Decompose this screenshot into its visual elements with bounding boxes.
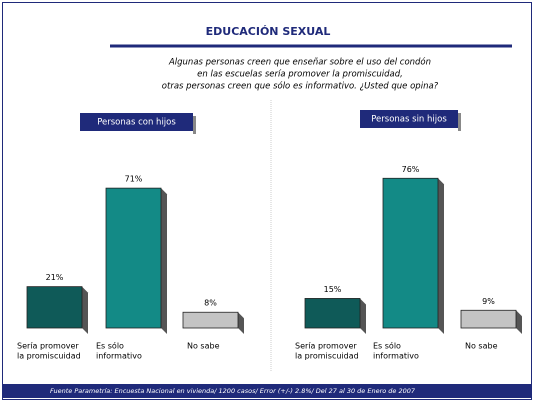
value-label: 9% — [482, 297, 495, 306]
category-label: No sabe — [187, 342, 220, 351]
bar — [182, 311, 239, 329]
bar-shade — [516, 310, 522, 334]
category-label: la promiscuidad — [17, 352, 81, 361]
value-label: 76% — [402, 165, 420, 174]
value-label: 71% — [125, 175, 143, 184]
category-label: Es sólo — [96, 341, 124, 351]
bar — [105, 187, 162, 329]
category-label: la promiscuidad — [295, 352, 359, 361]
bar — [382, 177, 439, 329]
source-note: Fuente Parametría: Encuesta Nacional en … — [50, 387, 416, 395]
question-line: Algunas personas creen que enseñar sobre… — [168, 57, 431, 68]
bar — [460, 309, 517, 329]
category-label: Es sólo — [373, 341, 401, 351]
panel-label-shadow — [193, 116, 196, 134]
panel-label-box — [80, 113, 193, 131]
category-label: informativo — [373, 352, 419, 361]
category-label: Sería promover — [295, 342, 357, 351]
category-label: No sabe — [465, 342, 498, 351]
bar-shade — [360, 298, 366, 334]
bar-shade — [438, 178, 444, 334]
panel-label-box — [360, 110, 458, 128]
bar — [26, 286, 83, 329]
footer-bar — [3, 384, 531, 398]
category-label: informativo — [96, 352, 142, 361]
value-label: 8% — [204, 299, 217, 308]
bar-shade — [161, 188, 167, 334]
panel-label-shadow — [458, 113, 461, 131]
question-line: en las escuelas sería promover la promis… — [197, 70, 403, 80]
value-label: 21% — [46, 273, 64, 282]
question-line: otras personas creen que sólo es informa… — [162, 81, 439, 92]
page-title: EDUCACIÓN SEXUAL — [206, 25, 331, 38]
bar — [304, 298, 361, 329]
category-label: Sería promover — [17, 342, 79, 351]
bar-shade — [238, 312, 244, 334]
panel-title: Personas con hijos — [97, 118, 176, 128]
panel-title: Personas sin hijos — [371, 115, 447, 125]
value-label: 15% — [324, 285, 342, 294]
bar-shade — [82, 286, 88, 334]
